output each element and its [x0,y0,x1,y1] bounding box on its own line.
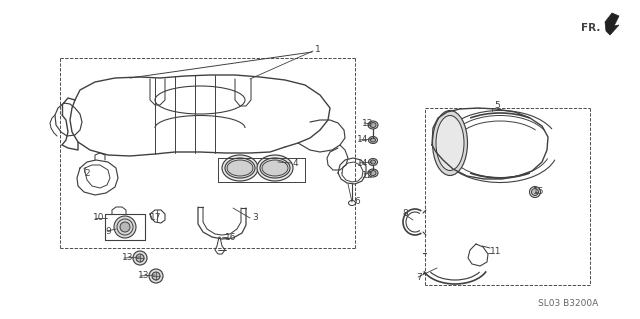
Ellipse shape [369,137,378,144]
Text: 10: 10 [93,213,104,222]
Ellipse shape [133,251,147,265]
Ellipse shape [368,169,378,177]
Text: 5: 5 [494,101,500,110]
Text: 15: 15 [533,188,545,197]
Ellipse shape [529,187,541,197]
Ellipse shape [370,122,376,128]
Ellipse shape [531,189,538,196]
Ellipse shape [369,159,378,166]
Text: 4: 4 [293,159,299,167]
Ellipse shape [227,160,253,176]
Ellipse shape [368,121,378,129]
Text: 12: 12 [362,118,373,128]
Text: 8: 8 [402,209,408,218]
Text: 9: 9 [105,226,111,235]
Text: 14: 14 [357,159,369,167]
Text: 16: 16 [225,233,237,241]
Text: 6: 6 [354,197,360,206]
Ellipse shape [262,160,288,176]
Text: FR.: FR. [580,23,600,33]
Text: SL03 B3200A: SL03 B3200A [538,300,598,308]
Text: 3: 3 [252,213,258,222]
Ellipse shape [371,138,376,142]
Text: 1: 1 [315,46,321,55]
Text: 13: 13 [138,271,150,280]
Text: 13: 13 [122,254,134,263]
Ellipse shape [136,254,144,262]
Text: 12: 12 [362,170,373,180]
Text: 17: 17 [150,213,161,222]
Ellipse shape [222,155,258,181]
Ellipse shape [152,272,160,280]
Ellipse shape [114,216,136,238]
Text: 11: 11 [490,248,502,256]
Ellipse shape [371,160,376,164]
Ellipse shape [149,269,163,283]
Ellipse shape [433,110,467,175]
Text: 7: 7 [416,273,422,283]
Ellipse shape [120,222,130,232]
Ellipse shape [257,155,293,181]
Text: 14: 14 [357,135,369,144]
Ellipse shape [370,170,376,175]
Text: 2: 2 [84,168,90,177]
Polygon shape [605,13,619,35]
Ellipse shape [436,115,464,170]
